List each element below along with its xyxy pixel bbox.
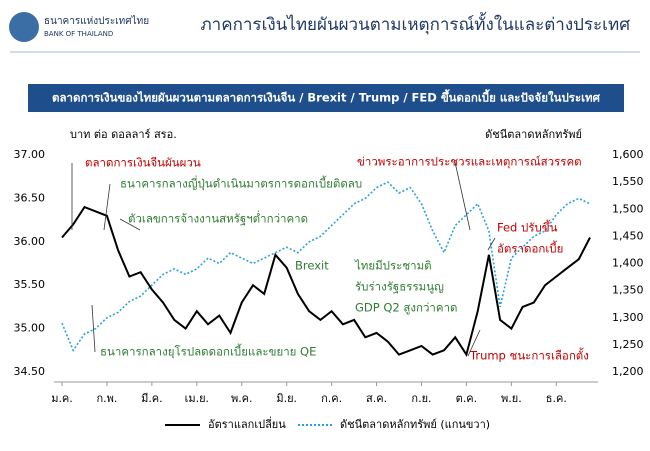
y-tick-label: 36.00 xyxy=(14,235,46,248)
connector xyxy=(467,329,481,357)
logo xyxy=(9,12,39,42)
annotation: ธนาคารกลางยุโรปลดดอกเบี้ยและขยาย QE xyxy=(100,344,316,359)
y-tick-label: 37.00 xyxy=(14,148,46,161)
org-thai: ธนาคารแห่งประเทศไทย xyxy=(44,15,149,27)
annotation: รับร่างรัฐธรรมนูญ xyxy=(355,280,444,294)
connector xyxy=(454,161,471,231)
x-tick-label: ธ.ค. xyxy=(546,392,567,405)
annotation: ข่าวพระอาการประชวรและเหตุการณ์สวรรคต xyxy=(357,155,582,169)
x-tick-label: ก.ค. xyxy=(321,392,342,405)
x-tick-label: ต.ค. xyxy=(456,392,478,405)
x-tick-label: มี.ค. xyxy=(141,392,163,405)
y2-tick-label: 1,500 xyxy=(612,202,644,215)
legend-label: ดัชนีตลาดหลักทรัพย์ (แกนขวา) xyxy=(340,418,490,431)
y2-tick-label: 1,350 xyxy=(612,284,644,297)
connector xyxy=(91,304,96,353)
annotation: Trump ชนะการเลือกตั้ง xyxy=(469,348,589,363)
series-line xyxy=(61,181,591,352)
y-tick-label: 35.50 xyxy=(14,278,46,291)
annotation: Fed ปรับขึ้น xyxy=(497,220,558,235)
annotation: ไทยมีประชามติ xyxy=(354,259,432,273)
y-axis-label: บาท ต่อ ดอลลาร์ สรอ. xyxy=(70,128,177,141)
y-tick-label: 36.50 xyxy=(14,191,46,204)
y2-tick-label: 1,450 xyxy=(612,229,644,242)
x-tick-label: เม.ย. xyxy=(185,392,209,405)
x-tick-label: ส.ค. xyxy=(366,392,387,405)
x-tick-label: พ.ย. xyxy=(501,392,522,405)
org-english: BANK OF THAILAND xyxy=(44,30,113,38)
annotation: Brexit xyxy=(295,259,329,273)
connector xyxy=(487,237,496,251)
series-line xyxy=(61,205,591,358)
connector xyxy=(119,218,141,231)
annotation: ตัวเลขการจ้างงานสหรัฐฯต่ำกว่าคาด xyxy=(128,211,308,226)
y2-tick-label: 1,200 xyxy=(612,365,644,378)
x-tick-label: พ.ค. xyxy=(231,392,253,405)
y2-tick-label: 1,300 xyxy=(612,311,644,324)
y2-axis-label: ดัชนีตลาดหลักทรัพย์ xyxy=(485,128,582,141)
x-tick-label: ก.ย. xyxy=(411,392,431,405)
legend-label: อัตราแลกเปลี่ยน xyxy=(208,416,286,431)
connector xyxy=(103,183,111,231)
y2-tick-label: 1,600 xyxy=(612,148,644,161)
y-tick-label: 35.00 xyxy=(14,322,46,335)
annotation: ธนาคารกลางญี่ปุ่นดำเนินมาตรการดอกเบี้ยติ… xyxy=(120,176,362,191)
y2-tick-label: 1,400 xyxy=(612,257,644,270)
x-tick-label: มิ.ย. xyxy=(276,392,297,405)
y2-tick-label: 1,550 xyxy=(612,175,644,188)
annotation: GDP Q2 สูงกว่าคาด xyxy=(355,301,458,315)
annotation: อัตราดอกเบี้ย xyxy=(497,241,563,256)
banner xyxy=(28,84,624,112)
chart-subtitle: ตลาดการเงินของไทยผันผวนตามตลาดการเงินจีน… xyxy=(52,89,601,105)
y-tick-label: 34.50 xyxy=(14,365,46,378)
x-tick-label: ก.พ. xyxy=(96,392,117,405)
annotation: ตลาดการเงินจีนผันผวน xyxy=(85,156,201,170)
chart-title: ภาคการเงินไทยผันผวนตามเหตุการณ์ทั้งในและ… xyxy=(200,12,630,35)
x-tick-label: ม.ค. xyxy=(51,392,73,405)
y2-tick-label: 1,250 xyxy=(612,338,644,351)
